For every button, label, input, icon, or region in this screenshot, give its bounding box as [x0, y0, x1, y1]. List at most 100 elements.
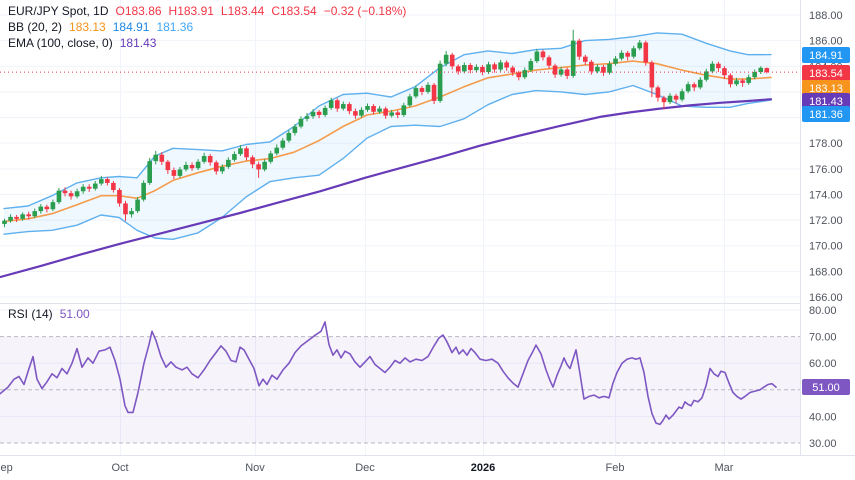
price-badge: 51.00: [802, 379, 850, 395]
candle-body: [486, 64, 491, 73]
rsi-value: 51.00: [59, 307, 90, 321]
time-axis-label: Oct: [111, 462, 128, 474]
candle-body: [165, 161, 171, 171]
svg-text:181.36: 181.36: [809, 109, 843, 121]
candle-body: [449, 54, 455, 67]
price-axis-label: 186.00: [809, 36, 843, 48]
candle-body: [437, 63, 443, 101]
candle-body: [552, 65, 558, 75]
candle-body: [80, 186, 86, 192]
candle-body: [431, 84, 437, 101]
candle-body: [716, 63, 721, 69]
candle-body: [619, 52, 624, 59]
candle-body: [576, 40, 582, 57]
candle-body: [44, 206, 50, 210]
candle-body: [419, 88, 425, 92]
ohlc-high: H183.91: [168, 4, 214, 18]
rsi-title: RSI (14): [8, 307, 53, 321]
rsi-pane: [0, 321, 800, 444]
ohlc-low: L183.44: [220, 4, 265, 18]
candles: [2, 29, 770, 228]
candle-body: [274, 147, 280, 154]
candle-body: [413, 88, 419, 97]
candle-body: [697, 79, 703, 88]
candle-body: [377, 108, 382, 112]
candle-body: [389, 112, 394, 116]
bb-title: BB (20, 2): [8, 20, 63, 34]
candle-body: [334, 100, 340, 109]
time-axis-label: 2026: [471, 462, 495, 474]
candle-body: [728, 75, 733, 85]
ohlc-open: O183.86: [115, 4, 162, 18]
candle-body: [395, 112, 401, 115]
time-axis-label: Feb: [606, 462, 625, 474]
symbol-title: EUR/JPY Spot, 1D: [8, 4, 109, 18]
candle-body: [637, 42, 643, 49]
candle-body: [462, 64, 467, 72]
candle-body: [746, 77, 751, 83]
candle-body: [14, 216, 19, 219]
candle-body: [679, 91, 685, 100]
time-axis[interactable]: Sep Oct Nov Dec 2026 Feb Mar: [0, 456, 855, 480]
candle-body: [50, 202, 56, 210]
candle-body: [613, 58, 618, 64]
bollinger-bands: [3, 32, 772, 240]
candle-body: [595, 66, 600, 72]
candle-body: [625, 52, 630, 57]
pane-separators: [0, 303, 855, 456]
candle-body: [316, 111, 322, 115]
candle-body: [232, 154, 237, 160]
candle-body: [365, 106, 370, 110]
candle-body: [516, 72, 522, 78]
candle-body: [564, 69, 570, 76]
candle-body: [359, 109, 364, 116]
candle-body: [667, 95, 673, 103]
candle-body: [38, 206, 44, 212]
candle-body: [631, 48, 636, 57]
candle-body: [32, 211, 38, 217]
time-axis-label: Sep: [0, 462, 13, 474]
rsi-axis-label: 30.00: [809, 438, 837, 450]
svg-text:183.13: 183.13: [809, 83, 843, 95]
candle-body: [153, 154, 159, 162]
candle-body: [347, 104, 352, 112]
candle-body: [220, 166, 225, 172]
svg-text:184.91: 184.91: [809, 50, 843, 62]
bb-basis-value: 183.13: [69, 20, 106, 34]
price-axis-label: 168.00: [809, 266, 843, 278]
candle-body: [710, 63, 715, 72]
rsi-axis-label: 70.00: [809, 332, 837, 344]
candle-body: [583, 56, 588, 62]
candle-body: [522, 70, 528, 78]
candle-body: [570, 40, 576, 76]
candle-body: [74, 191, 80, 197]
price-badge: 183.13: [802, 80, 850, 96]
candle-body: [213, 162, 219, 172]
rsi-axis-label: 40.00: [809, 411, 837, 423]
candle-body: [286, 132, 292, 141]
candle-body: [262, 161, 267, 170]
price-axis[interactable]: 188.00186.00184.00182.00180.00178.00176.…: [800, 0, 855, 455]
candle-body: [425, 84, 431, 92]
bb-upper-value: 184.91: [112, 20, 150, 34]
rsi-axis-label: 60.00: [809, 358, 837, 370]
candle-body: [117, 189, 122, 204]
candle-body: [498, 62, 503, 70]
time-axis-label: Dec: [355, 462, 375, 474]
candle-body: [310, 111, 316, 117]
candle-body: [528, 61, 534, 71]
bb-lower-value: 181.36: [156, 20, 194, 34]
ema-value: 181.43: [119, 36, 157, 50]
candle-body: [764, 68, 770, 73]
price-axis-label: 166.00: [809, 292, 843, 304]
candle-body: [474, 66, 479, 71]
candle-body: [607, 63, 612, 73]
bb-row: BB (20, 2) 183.13 184.91 181.36: [8, 19, 406, 35]
ema-title: EMA (100, close, 0): [8, 36, 113, 50]
candle-body: [661, 97, 667, 103]
candle-body: [704, 71, 709, 80]
price-axis-label: 188.00: [809, 10, 843, 22]
candle-body: [504, 62, 509, 68]
